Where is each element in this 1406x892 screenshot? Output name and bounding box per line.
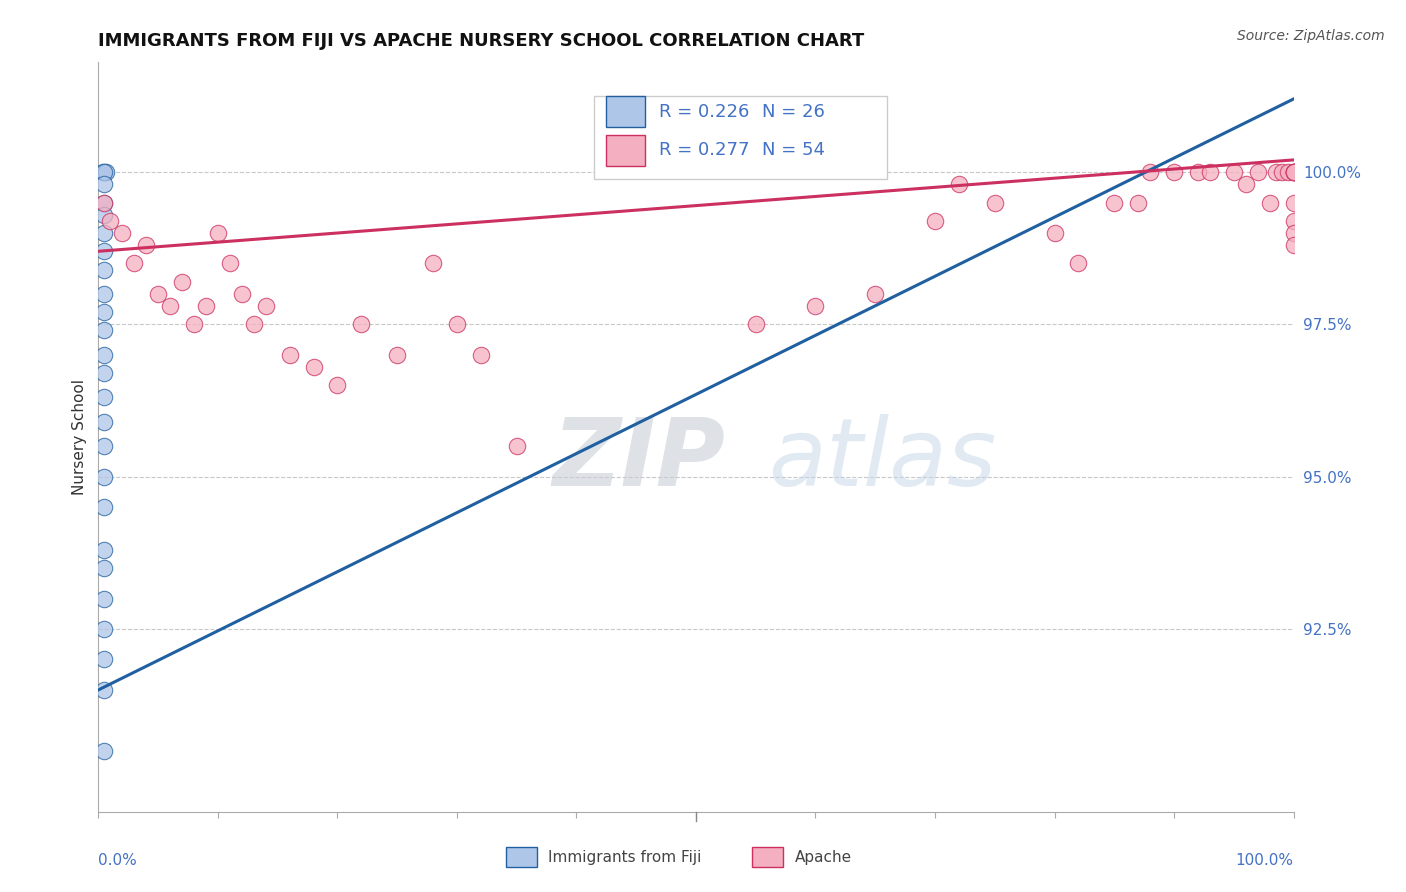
Point: [93, 591, 115, 606]
Point: [93, 469, 115, 483]
Point: [1282, 165, 1305, 179]
FancyBboxPatch shape: [595, 96, 887, 178]
Point: [1163, 165, 1185, 179]
Point: [1128, 195, 1150, 210]
Point: [93, 287, 115, 301]
Point: [219, 256, 242, 270]
Text: Source: ZipAtlas.com: Source: ZipAtlas.com: [1237, 29, 1385, 43]
Text: N = 54: N = 54: [762, 142, 825, 160]
Point: [948, 178, 970, 192]
Point: [1247, 165, 1270, 179]
Point: [183, 318, 205, 332]
Point: [1282, 238, 1305, 252]
Point: [93, 323, 115, 337]
Point: [1282, 165, 1305, 179]
Point: [93, 682, 115, 697]
Point: [93, 415, 115, 429]
Point: [159, 299, 181, 313]
Point: [98, 214, 122, 228]
Point: [1187, 165, 1209, 179]
Point: [148, 287, 170, 301]
Point: [1282, 165, 1305, 179]
Point: [1067, 256, 1090, 270]
Point: [91, 165, 114, 179]
Point: [207, 226, 229, 240]
Point: [326, 378, 349, 392]
Text: atlas: atlas: [768, 414, 995, 505]
Point: [93, 165, 115, 179]
Point: [111, 226, 134, 240]
Point: [1277, 165, 1299, 179]
Point: [243, 318, 266, 332]
Point: [1264, 165, 1286, 179]
Point: [93, 208, 115, 222]
Point: [1104, 195, 1126, 210]
Point: [1271, 165, 1294, 179]
Point: [231, 287, 253, 301]
Text: R = 0.277: R = 0.277: [659, 142, 749, 160]
Point: [93, 542, 115, 557]
Point: [1223, 165, 1246, 179]
Point: [924, 214, 946, 228]
Text: N = 26: N = 26: [762, 103, 824, 120]
Point: [94, 165, 117, 179]
Point: [350, 318, 373, 332]
Point: [124, 256, 146, 270]
Point: [93, 348, 115, 362]
Point: [195, 299, 218, 313]
Point: [93, 262, 115, 277]
Point: [93, 652, 115, 666]
Point: [865, 287, 887, 301]
Point: [93, 195, 115, 210]
Point: [93, 439, 115, 453]
Text: 0.0%: 0.0%: [98, 853, 138, 868]
Bar: [606, 96, 644, 128]
Point: [93, 622, 115, 636]
Y-axis label: Nursery School: Nursery School: [72, 379, 87, 495]
Point: [93, 226, 115, 240]
Point: [93, 195, 115, 210]
Point: [470, 348, 492, 362]
Text: Apache: Apache: [794, 850, 852, 864]
Point: [93, 366, 115, 380]
Point: [93, 305, 115, 319]
Point: [93, 561, 115, 575]
Point: [1043, 226, 1066, 240]
Point: [302, 359, 325, 374]
Point: [135, 238, 157, 252]
Point: [1282, 214, 1305, 228]
Point: [254, 299, 277, 313]
Point: [1234, 178, 1257, 192]
Point: [984, 195, 1007, 210]
Text: R = 0.226: R = 0.226: [659, 103, 749, 120]
Bar: [606, 135, 644, 166]
Point: [1282, 226, 1305, 240]
Point: [278, 348, 301, 362]
Point: [1282, 165, 1305, 179]
Point: [1139, 165, 1161, 179]
Point: [93, 178, 115, 192]
Text: IMMIGRANTS FROM FIJI VS APACHE NURSERY SCHOOL CORRELATION CHART: IMMIGRANTS FROM FIJI VS APACHE NURSERY S…: [98, 32, 865, 50]
Point: [422, 256, 444, 270]
Point: [1282, 165, 1305, 179]
Point: [93, 244, 115, 259]
Point: [93, 744, 115, 758]
Text: 100.0%: 100.0%: [1236, 853, 1294, 868]
Point: [93, 500, 115, 515]
Point: [1282, 195, 1305, 210]
Text: Immigrants from Fiji: Immigrants from Fiji: [548, 850, 702, 864]
Point: [804, 299, 827, 313]
Point: [745, 318, 768, 332]
Point: [172, 275, 194, 289]
Text: ZIP: ZIP: [553, 414, 725, 506]
Point: [506, 439, 529, 453]
Point: [93, 391, 115, 405]
Point: [446, 318, 468, 332]
Point: [1199, 165, 1222, 179]
Point: [385, 348, 409, 362]
Point: [1258, 195, 1281, 210]
